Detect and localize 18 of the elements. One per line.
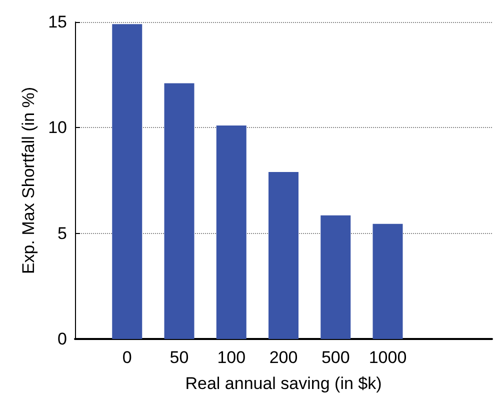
y-tick-label: 15 [48, 12, 67, 32]
x-axis-title: Real annual saving (in $k) [185, 374, 382, 393]
bar [372, 224, 403, 339]
y-tick-label: 10 [48, 118, 67, 138]
x-tick-label: 100 [217, 348, 246, 367]
x-tick-label: 50 [170, 348, 189, 367]
bar [112, 24, 142, 339]
bar [320, 215, 351, 339]
y-tick-label: 5 [58, 224, 67, 243]
bar [268, 172, 298, 339]
x-tick-label: 1000 [368, 348, 407, 367]
bar [216, 126, 246, 339]
bar [164, 83, 194, 339]
y-tick-label: 0 [58, 330, 67, 348]
x-tick-label: 0 [122, 348, 132, 367]
x-tick-label: 500 [321, 348, 350, 367]
y-axis-title: Exp. Max Shortfall (in %) [19, 86, 38, 274]
x-tick-label: 200 [269, 348, 298, 367]
